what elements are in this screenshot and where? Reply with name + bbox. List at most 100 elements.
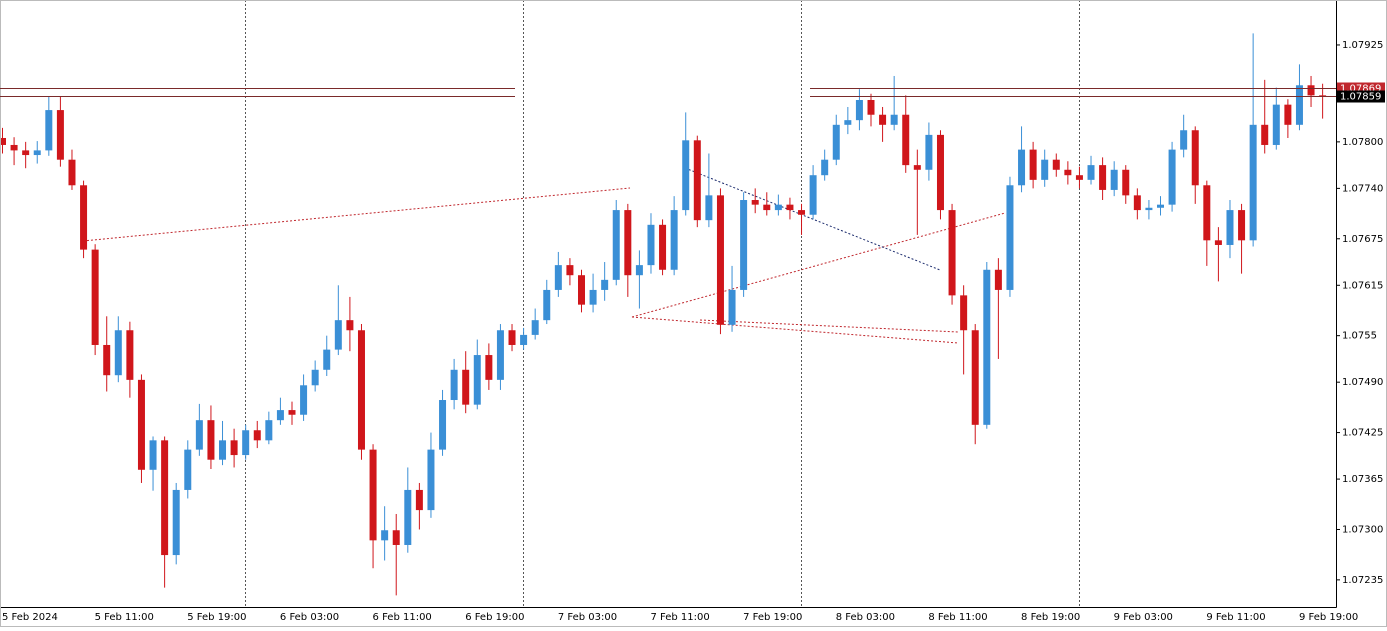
candle-body [1133, 195, 1141, 211]
x-tick-label: 9 Feb 19:00 [1299, 612, 1358, 623]
candle-body [508, 330, 516, 345]
x-tick-label: 5 Feb 2024 [2, 612, 58, 623]
candle-body [334, 320, 342, 350]
candle-body [682, 140, 690, 211]
x-tick-label: 5 Feb 11:00 [95, 612, 154, 623]
candle-body [1238, 210, 1246, 241]
price-level-box [1337, 90, 1385, 103]
candle-body [693, 140, 701, 221]
candle-body [126, 330, 134, 380]
candle-body [404, 489, 412, 545]
candle-body [716, 195, 724, 325]
candle-body [311, 369, 319, 386]
candle-body [149, 440, 157, 470]
candle-body [265, 420, 273, 441]
candle-body [1214, 240, 1222, 245]
x-tick-label: 6 Feb 11:00 [373, 612, 432, 623]
trend-line [699, 319, 959, 333]
candle-body [45, 110, 53, 151]
candle-body [647, 224, 655, 266]
candle-body [543, 289, 551, 321]
candle-body [346, 320, 354, 331]
candle-body [1168, 149, 1176, 205]
x-tick-label: 7 Feb 19:00 [743, 612, 802, 623]
candle-body [1307, 85, 1315, 96]
candle-body [91, 249, 99, 345]
candle-body [1272, 104, 1280, 145]
candle-body [936, 134, 944, 211]
candle-body [740, 200, 748, 290]
x-tick-label: 9 Feb 11:00 [1206, 612, 1265, 623]
candle-body [496, 330, 504, 380]
candle-body [103, 344, 111, 376]
y-tick-label: 1.07490 [1342, 377, 1383, 388]
trend-line [631, 316, 959, 344]
trend-line [684, 167, 941, 271]
candle-body [462, 369, 470, 405]
candle-body [763, 204, 771, 211]
candle-body [566, 265, 574, 276]
price-level-label: 1.07859 [1340, 92, 1381, 103]
candle-body [300, 385, 308, 415]
candle-body [798, 210, 806, 215]
candle-body [554, 265, 562, 290]
candle-body [22, 150, 30, 156]
candle-body [357, 330, 365, 450]
candle-body [68, 159, 76, 186]
candle-body [427, 449, 435, 511]
candle-body [902, 114, 910, 166]
candle-body [589, 289, 597, 305]
candle-body [161, 440, 169, 556]
candle-body [1191, 130, 1199, 186]
candle-body [381, 530, 389, 541]
x-tick-label: 8 Feb 03:00 [836, 612, 895, 623]
candle-body [867, 100, 875, 115]
candle-body [751, 200, 759, 205]
y-tick-label: 1.07425 [1342, 428, 1383, 439]
y-tick-label: 1.07300 [1342, 524, 1383, 535]
candle-body [288, 410, 296, 415]
candle-body [485, 355, 493, 380]
candle-body [879, 114, 887, 125]
candle-body [1064, 169, 1072, 176]
y-tick-label: 1.07365 [1342, 474, 1383, 485]
candle-body [207, 420, 215, 460]
candle-body [670, 210, 678, 270]
candle-body [253, 430, 261, 441]
candle-body [1261, 124, 1269, 145]
candle-body [983, 269, 991, 425]
y-tick-label: 1.0755 [1342, 331, 1377, 342]
candle-body [960, 295, 968, 331]
candle-body [925, 134, 933, 170]
x-tick-label: 6 Feb 03:00 [280, 612, 339, 623]
candle-body [612, 210, 620, 280]
x-tick-label: 8 Feb 19:00 [1021, 612, 1080, 623]
candle-body [439, 400, 447, 450]
plot [0, 33, 1327, 596]
candle-body [1180, 130, 1188, 150]
candle-body [1145, 207, 1153, 211]
trend-line [631, 212, 1006, 318]
candle-body [195, 420, 203, 450]
candle-body [172, 489, 180, 556]
candle-body [994, 269, 1002, 290]
candle-body [1157, 204, 1164, 208]
y-tick-label: 1.07800 [1342, 137, 1383, 148]
candle-body [786, 204, 794, 211]
trend-line [82, 187, 631, 242]
candle-body [415, 489, 423, 511]
candle-body [1087, 165, 1095, 180]
y-tick-label: 1.07235 [1342, 575, 1383, 586]
candle-body [1110, 169, 1118, 190]
x-tick-label: 9 Feb 03:00 [1114, 612, 1173, 623]
y-tick-label: 1.07925 [1342, 40, 1383, 51]
candle-body [1319, 95, 1327, 97]
candle-body [890, 114, 898, 125]
candle-body [844, 120, 852, 125]
day-separators [245, 0, 1080, 607]
candle-body [114, 330, 122, 376]
candle-body [450, 369, 458, 401]
candle-body [1122, 169, 1130, 196]
